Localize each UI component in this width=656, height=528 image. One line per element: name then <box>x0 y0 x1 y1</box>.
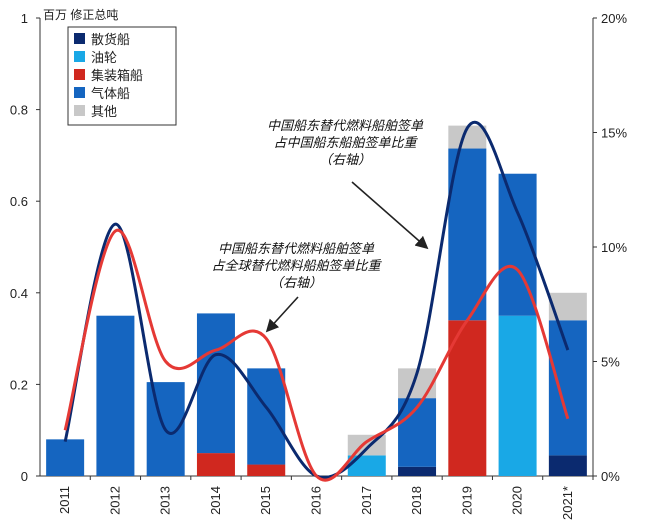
left-tick-label: 1 <box>21 11 28 26</box>
right-tick-label: 5% <box>601 355 620 370</box>
legend-label: 油轮 <box>91 50 117 65</box>
bar-segment <box>46 439 84 476</box>
bar-segment <box>247 465 285 476</box>
annotation-text: 中国船东替代燃料船舶签单 <box>267 118 424 133</box>
left-axis-unit-label: 百万 修正总吨 <box>43 7 118 22</box>
bar-segment <box>197 313 235 453</box>
x-tick-label: 2015 <box>258 486 273 515</box>
bar-segment <box>348 455 386 476</box>
right-tick-label: 10% <box>601 240 627 255</box>
legend-label: 散货船 <box>91 32 130 47</box>
x-tick-label: 2011 <box>57 486 72 514</box>
right-tick-label: 15% <box>601 126 627 141</box>
x-tick-label: 2016 <box>309 486 324 515</box>
line-china-share-of-china-orders <box>65 122 568 477</box>
annotation-arrow <box>352 182 426 247</box>
legend-swatch <box>74 105 85 116</box>
left-tick-label: 0.8 <box>10 103 28 118</box>
bar-segment <box>96 316 134 476</box>
bar-segment <box>197 453 235 476</box>
legend-swatch <box>74 33 85 44</box>
annotation-text: 中国船东替代燃料船舶签单 <box>218 241 375 256</box>
bar-segment <box>247 368 285 464</box>
x-tick-label: 2014 <box>208 486 223 515</box>
left-tick-label: 0.4 <box>10 286 28 301</box>
x-tick-label: 2018 <box>409 486 424 515</box>
left-tick-label: 0.6 <box>10 194 28 209</box>
legend-label: 其他 <box>91 104 117 119</box>
left-tick-label: 0 <box>21 469 28 484</box>
bar-segment <box>549 455 587 476</box>
annotation-text: 占全球替代燃料船舶签单比重 <box>211 258 382 273</box>
x-tick-label: 2019 <box>459 486 474 515</box>
bar-segment <box>549 320 587 455</box>
legend-label: 集装箱船 <box>91 68 143 83</box>
bar-segment <box>499 316 537 476</box>
legend-swatch <box>74 87 85 98</box>
x-tick-label: 2013 <box>158 486 173 515</box>
right-tick-label: 20% <box>601 11 627 26</box>
legend-swatch <box>74 69 85 80</box>
annotation-text: （右轴） <box>319 152 371 167</box>
x-tick-label: 2020 <box>510 486 525 515</box>
right-tick-label: 0% <box>601 469 620 484</box>
left-tick-label: 0.2 <box>10 377 28 392</box>
annotation-text: 占中国船东船舶签单比重 <box>273 135 418 150</box>
bar-segment <box>398 467 436 476</box>
x-tick-label: 2012 <box>107 486 122 515</box>
annotation-arrow <box>268 297 298 330</box>
legend-swatch <box>74 51 85 62</box>
annotation-text: （右轴） <box>270 275 322 290</box>
x-tick-label: 2021* <box>560 486 575 520</box>
x-tick-label: 2017 <box>359 486 374 515</box>
legend-label: 气体船 <box>91 86 130 101</box>
